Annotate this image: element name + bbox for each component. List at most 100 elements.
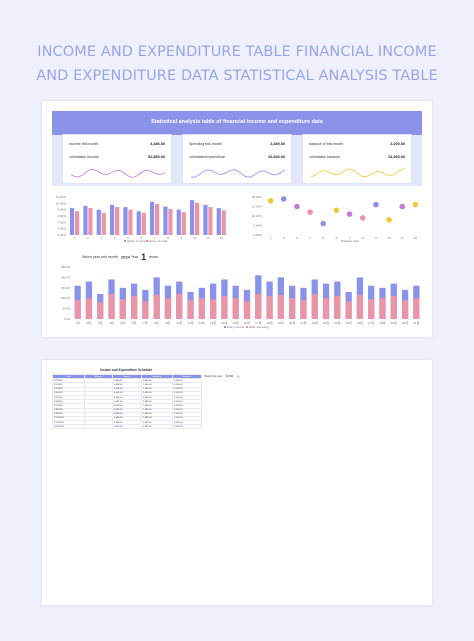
y-tick-label: 100.00	[61, 296, 71, 300]
scatter-point	[359, 215, 366, 221]
x-tick-label: 7月	[143, 321, 148, 325]
summary: Total for the year 52,866 元	[204, 374, 240, 378]
x-tick-label: 4	[309, 236, 311, 240]
bar	[70, 208, 75, 235]
page-title-line1: INCOME AND EXPENDITURE TABLE FINANCIAL I…	[37, 44, 437, 60]
page-title: INCOME AND EXPENDITURE TABLE FINANCIAL I…	[0, 40, 474, 88]
summary-label: Total for the year	[204, 375, 222, 378]
x-tick-label: 15月	[233, 321, 239, 325]
bar	[101, 212, 106, 235]
bar	[198, 298, 205, 319]
card-value: 24,300.00	[388, 155, 405, 159]
y-tick-label: 0.00%	[57, 233, 66, 237]
x-tick-label: 10月	[176, 321, 182, 325]
month-selector: Select year and month 2024 Year 1 moon	[82, 252, 158, 262]
card-label: cumulative balance	[309, 155, 340, 159]
bar	[96, 209, 101, 235]
x-tick-label: 9月	[166, 321, 171, 325]
bar	[266, 296, 273, 319]
bar	[255, 294, 262, 319]
bar	[74, 300, 81, 319]
x-tick-label: 27月	[368, 321, 374, 325]
x-tick-label: 28月	[379, 321, 385, 325]
bar	[401, 300, 409, 319]
schedule-title: Income and Expenditure Schedule	[100, 368, 153, 372]
x-tick-label: 14月	[221, 321, 227, 325]
summary-value: 52,866	[225, 375, 234, 378]
y-tick-label: 4.00%	[57, 220, 66, 224]
x-tick-label: 3	[296, 236, 298, 240]
x-tick-label: 20月	[289, 321, 295, 325]
table-cell: 4,486.00	[111, 424, 143, 430]
x-tick-label: 8月	[154, 321, 159, 325]
month-value[interactable]: 1	[141, 252, 147, 262]
y-tick-label: 50.00	[62, 307, 70, 311]
bar	[243, 301, 251, 319]
dashboard-sheet: Statistical analysis table of financial …	[42, 101, 432, 337]
card-balance: balance of this month 2,200.00 cumulativ…	[302, 134, 412, 184]
x-tick-label: 12	[220, 236, 224, 240]
y-tick-label: 2.00%	[57, 227, 66, 231]
bar	[368, 299, 375, 319]
card-spending: Spending this month 2,480.00 cumulativee…	[182, 134, 292, 184]
table-row: 1/12/2024 4,486.00 2,480.00 2,006.00	[51, 424, 203, 430]
y-tick-label: 150.00	[61, 286, 71, 290]
x-tick-label: 3	[100, 236, 102, 240]
card-sparkline	[311, 168, 405, 178]
x-tick-label: 5	[322, 236, 324, 240]
x-tick-label: 8	[362, 236, 364, 240]
summary-unit: 元	[237, 375, 240, 378]
x-tick-label: 5	[127, 236, 129, 240]
card-label: Spending this month	[189, 142, 222, 146]
bar	[181, 212, 186, 235]
select-label: Select year and month	[82, 254, 118, 259]
bar	[88, 208, 93, 235]
bar	[119, 299, 126, 319]
legend-label: Daily spending	[249, 325, 269, 329]
x-tick-label: 2	[283, 236, 285, 240]
bar	[289, 298, 296, 319]
card-value: 2,200.00	[390, 142, 405, 146]
bar	[300, 300, 307, 319]
scatter-point	[267, 198, 274, 204]
bar	[164, 298, 172, 319]
dashboard-banner: Statistical analysis table of financial …	[52, 111, 422, 135]
scatter-point	[399, 203, 406, 210]
x-tick-label: 10	[193, 236, 197, 240]
y-tick-label: 200.00	[61, 275, 71, 279]
legend-label: Share of income	[127, 239, 149, 243]
bar	[141, 212, 146, 235]
card-value: 2,480.00	[270, 142, 285, 146]
card-value: 4,486.00	[150, 142, 165, 146]
card-label: Income this month	[69, 142, 99, 146]
bar	[203, 204, 208, 235]
x-tick-label: 2	[87, 236, 89, 240]
schedule-table: Date Abstract Income Spending Balance 1/1/20…	[51, 373, 203, 430]
year-value[interactable]: 2024	[120, 254, 130, 260]
bar	[97, 302, 104, 319]
x-tick-label: 10	[387, 236, 391, 240]
x-tick-label: 6	[336, 236, 338, 240]
scatter-point	[280, 196, 287, 202]
page-title-line2: AND EXPENDITURE DATA STATISTICAL ANALYSI…	[36, 68, 438, 84]
x-tick-label: 3月	[98, 321, 103, 325]
x-tick-label: 31月	[413, 321, 419, 325]
legend-swatch	[146, 240, 148, 242]
y-tick-label: 12.00%	[56, 195, 67, 199]
legend-label: Daily income	[227, 325, 245, 329]
x-tick-label: 29月	[391, 321, 397, 325]
y-tick-label: 5.00%	[253, 224, 262, 228]
table-cell: 1/12/2024	[51, 424, 86, 430]
month-label: moon	[149, 254, 159, 259]
bar	[108, 294, 115, 319]
x-tick-label: 16月	[244, 321, 250, 325]
table-row: 1/10/2024 4,486.00 2,480.00 2,006.00	[51, 415, 203, 422]
y-tick-label: 20.00%	[252, 195, 263, 199]
x-tick-label: 12月	[199, 321, 205, 325]
bar	[130, 296, 138, 319]
card-income: Income this month 4,486.00 cumulative in…	[62, 134, 172, 184]
x-tick-label: 4月	[109, 321, 114, 325]
card-label: cumulativeexpenditure	[189, 155, 225, 159]
scatter-point	[346, 211, 353, 217]
y-tick-label: 0.00	[64, 317, 70, 321]
